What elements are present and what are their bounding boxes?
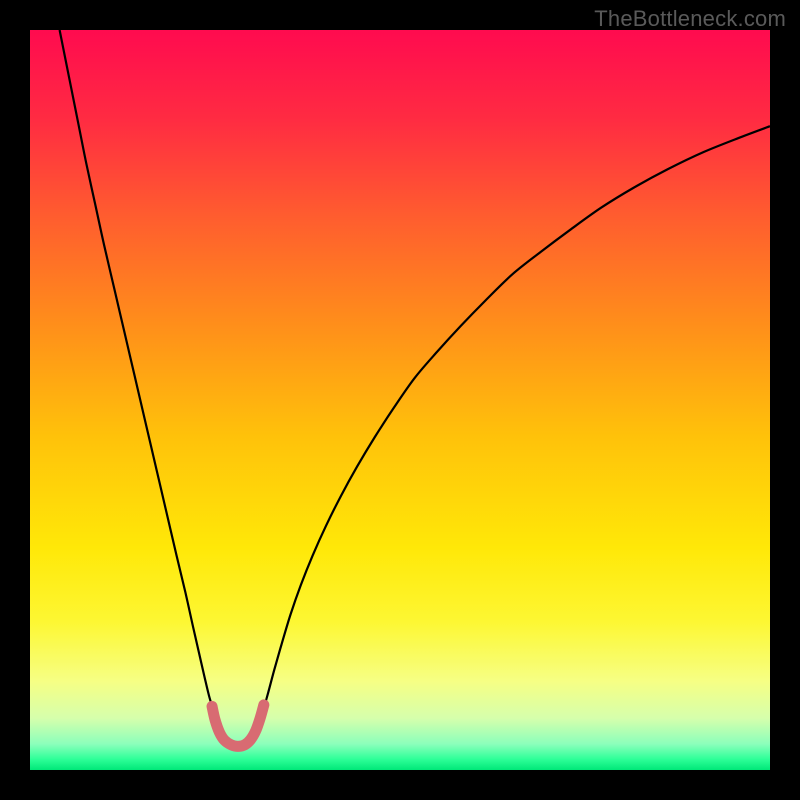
plot-area bbox=[30, 30, 770, 770]
watermark-text: TheBottleneck.com bbox=[594, 6, 786, 32]
bottleneck-curve-chart bbox=[30, 30, 770, 770]
chart-frame: TheBottleneck.com bbox=[0, 0, 800, 800]
